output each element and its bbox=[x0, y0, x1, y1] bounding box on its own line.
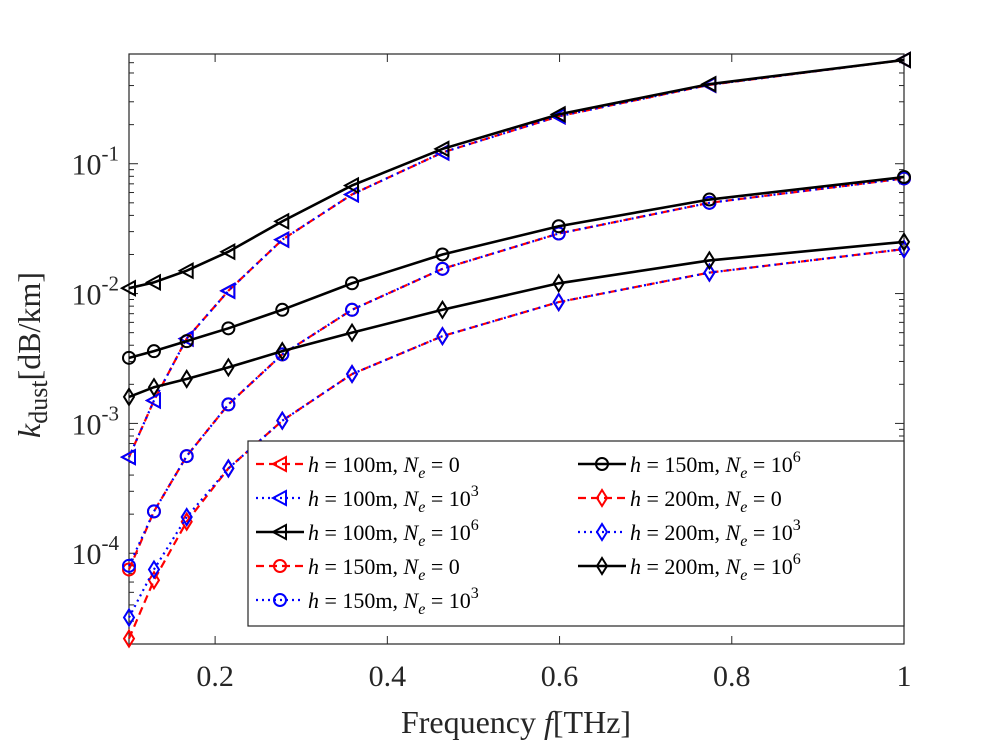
data-point bbox=[275, 302, 290, 317]
data-point bbox=[435, 261, 450, 276]
legend-marker bbox=[273, 559, 287, 573]
x-tick-label: 0.6 bbox=[541, 660, 579, 693]
axis-labels: Frequency f[THz] kdust[dB/km] bbox=[11, 272, 631, 740]
data-point bbox=[144, 273, 161, 292]
data-point bbox=[144, 391, 161, 410]
legend-marker bbox=[595, 488, 609, 508]
data-point bbox=[146, 504, 161, 519]
legend-marker bbox=[595, 556, 609, 576]
data-point bbox=[435, 247, 450, 262]
axes: 0.2 0.4 0.6 0.8 1 10-4 10-3 10-2 10-1 bbox=[72, 53, 912, 693]
data-point bbox=[897, 170, 911, 185]
series-line bbox=[128, 175, 905, 360]
plot-frame bbox=[128, 53, 905, 645]
data-point bbox=[345, 302, 360, 317]
legend-marker bbox=[270, 455, 287, 473]
y-tick-label: 10-3 bbox=[72, 401, 120, 441]
series-2 bbox=[119, 51, 911, 297]
data-point bbox=[276, 341, 289, 362]
data-point bbox=[436, 299, 449, 320]
series-line bbox=[127, 58, 905, 458]
data-point bbox=[222, 357, 235, 378]
legend-entry-label: h = 100m, Ne = 106 bbox=[308, 517, 479, 550]
data-point bbox=[119, 448, 136, 466]
data-point bbox=[436, 326, 449, 347]
legend-marker bbox=[273, 593, 287, 607]
data-point bbox=[219, 243, 236, 261]
series-layer bbox=[119, 51, 911, 649]
data-point bbox=[147, 559, 161, 580]
data-point bbox=[345, 276, 360, 291]
data-point bbox=[119, 279, 136, 297]
data-point bbox=[222, 458, 235, 479]
legend-entry-label: h = 200m, Ne = 106 bbox=[630, 551, 801, 584]
x-axis-title: Frequency f[THz] bbox=[401, 704, 631, 740]
data-point bbox=[221, 397, 236, 412]
series-line bbox=[128, 58, 905, 290]
data-point bbox=[549, 105, 566, 124]
data-point bbox=[345, 364, 359, 384]
data-point bbox=[177, 262, 194, 280]
data-point bbox=[342, 185, 360, 204]
series-line bbox=[128, 240, 905, 399]
data-point bbox=[219, 282, 236, 300]
x-tick-label: 0.4 bbox=[369, 660, 407, 693]
y-tick-label: 10-4 bbox=[72, 531, 120, 571]
x-tick-label: 0.2 bbox=[196, 660, 234, 693]
x-tick-label: 0.8 bbox=[713, 660, 751, 693]
legend-marker bbox=[270, 523, 287, 541]
legend-marker bbox=[270, 489, 287, 507]
data-point bbox=[551, 219, 566, 234]
data-point bbox=[897, 232, 911, 252]
data-point bbox=[700, 75, 717, 93]
data-point bbox=[703, 250, 716, 271]
legend-marker bbox=[595, 457, 609, 471]
data-point bbox=[122, 607, 136, 628]
data-point bbox=[702, 192, 717, 207]
data-point bbox=[147, 377, 161, 398]
data-point bbox=[180, 507, 193, 527]
y-tick-label: 10-2 bbox=[72, 272, 120, 312]
data-point bbox=[180, 369, 193, 389]
data-point bbox=[273, 231, 290, 249]
legend-entry-label: h = 150m, Ne = 0 bbox=[308, 554, 460, 584]
data-point bbox=[146, 344, 161, 359]
series-line bbox=[127, 177, 905, 570]
data-point bbox=[122, 562, 136, 577]
data-point bbox=[221, 321, 236, 336]
data-point bbox=[276, 410, 289, 431]
data-point bbox=[433, 140, 450, 158]
data-point bbox=[552, 292, 565, 312]
data-point bbox=[147, 570, 161, 591]
data-point bbox=[273, 212, 290, 231]
y-axis-title: kdust[dB/km] bbox=[11, 272, 53, 438]
legend-box bbox=[247, 440, 905, 627]
legend-entry-label: h = 150m, Ne = 103 bbox=[308, 585, 479, 618]
y-tick-label: 10-1 bbox=[72, 142, 120, 182]
legend-entry-label: h = 200m, Ne = 103 bbox=[630, 517, 801, 550]
data-point bbox=[122, 350, 136, 365]
legend-entry-label: h = 100m, Ne = 0 bbox=[308, 452, 460, 482]
data-point bbox=[122, 628, 136, 649]
legend-marker bbox=[595, 522, 609, 542]
series-5 bbox=[122, 170, 911, 365]
x-tick-label: 1 bbox=[897, 660, 912, 693]
data-point bbox=[342, 176, 360, 195]
series-8 bbox=[122, 232, 911, 407]
legend-entry-label: h = 200m, Ne = 0 bbox=[630, 486, 782, 516]
series-1 bbox=[119, 51, 911, 466]
data-point bbox=[345, 322, 359, 343]
data-point bbox=[552, 273, 565, 294]
data-point bbox=[179, 449, 194, 464]
series-line bbox=[128, 248, 905, 619]
data-point bbox=[179, 334, 194, 349]
data-point bbox=[122, 387, 136, 407]
legend-entry-label: h = 150m, Ne = 106 bbox=[630, 449, 801, 482]
data-point bbox=[703, 262, 716, 283]
data-point bbox=[894, 51, 911, 69]
data-point bbox=[122, 558, 136, 573]
legend-entry-label: h = 100m, Ne = 103 bbox=[308, 483, 479, 516]
